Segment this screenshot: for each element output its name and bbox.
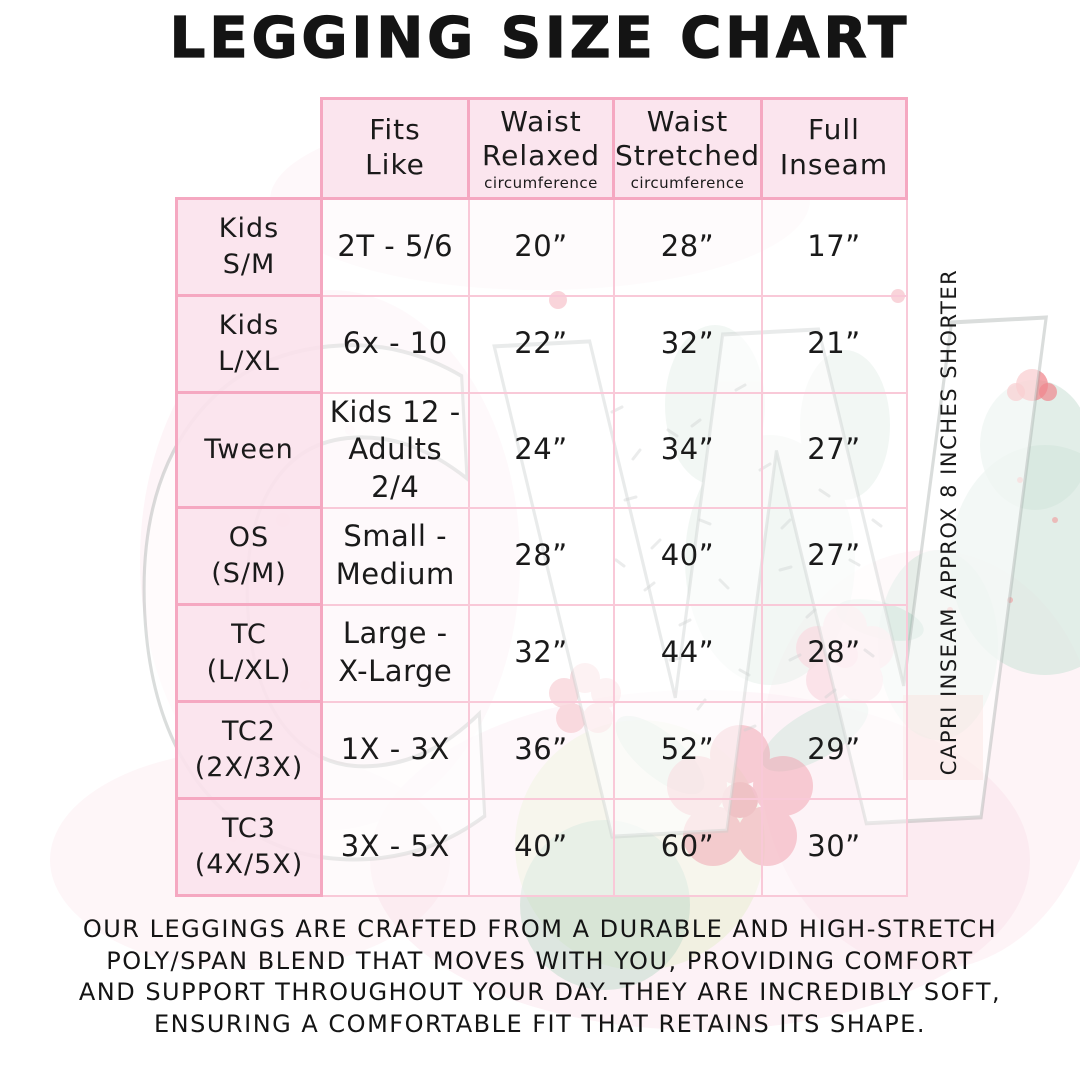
size-label: Kids S/M bbox=[175, 197, 323, 297]
size-label: OS (S/M) bbox=[175, 506, 323, 607]
size-label: Tween bbox=[175, 390, 323, 510]
header-row: Fits Like Waist Relaxed circumference Wa… bbox=[177, 97, 908, 200]
size-label: TC3 (4X/5X) bbox=[175, 797, 323, 898]
column-header-waist-stretched: Waist Stretched circumference bbox=[612, 97, 763, 200]
fits-like-cell: 6x - 10 bbox=[320, 294, 470, 394]
column-header-waist-relaxed: Waist Relaxed circumference bbox=[467, 97, 615, 200]
waist-relaxed-cell: 32” bbox=[467, 603, 615, 703]
fits-like-cell: Large - X-Large bbox=[320, 603, 470, 703]
table-row: TC2 (2X/3X) 1X - 3X 36” 52” 29” bbox=[175, 700, 908, 801]
full-inseam-cell: 21” bbox=[760, 294, 908, 394]
full-inseam-cell: 27” bbox=[760, 391, 908, 509]
fits-like-cell: Small - Medium bbox=[320, 506, 470, 606]
size-label: TC (L/XL) bbox=[175, 603, 323, 704]
watermark-cactus-right bbox=[878, 369, 1080, 780]
column-header-subtext: circumference bbox=[484, 174, 598, 193]
waist-stretched-cell: 44” bbox=[612, 603, 763, 703]
waist-stretched-cell: 40” bbox=[612, 506, 763, 606]
column-header-full-inseam: Full Inseam bbox=[760, 97, 908, 200]
size-chart-table: Fits Like Waist Relaxed circumference Wa… bbox=[175, 97, 908, 898]
fits-like-cell: 2T - 5/6 bbox=[320, 197, 470, 297]
column-header-label: Fits Like bbox=[365, 113, 425, 181]
size-label: TC2 (2X/3X) bbox=[175, 700, 323, 801]
fits-like-cell: 3X - 5X bbox=[320, 797, 470, 897]
capri-inseam-note: CAPRI INSEAM APPROX 8 INCHES SHORTER bbox=[937, 268, 961, 776]
column-header-subtext: circumference bbox=[630, 174, 745, 193]
waist-stretched-cell: 28” bbox=[612, 197, 763, 297]
table-row: TC (L/XL) Large - X-Large 32” 44” 28” bbox=[175, 603, 908, 704]
table-row: Kids L/XL 6x - 10 22” 32” 21” bbox=[175, 294, 908, 394]
column-header-fits-like: Fits Like bbox=[320, 97, 470, 200]
full-inseam-cell: 17” bbox=[760, 197, 908, 297]
table-row: Kids S/M 2T - 5/6 20” 28” 17” bbox=[175, 197, 908, 297]
waist-relaxed-cell: 20” bbox=[467, 197, 615, 297]
size-label: Kids L/XL bbox=[175, 294, 323, 394]
fits-like-cell: 1X - 3X bbox=[320, 700, 470, 800]
waist-relaxed-cell: 24” bbox=[467, 391, 615, 509]
waist-relaxed-cell: 36” bbox=[467, 700, 615, 800]
waist-relaxed-cell: 22” bbox=[467, 294, 615, 394]
waist-stretched-cell: 60” bbox=[612, 797, 763, 897]
table-row: Tween Kids 12 - Adults 2/4 24” 34” 27” bbox=[175, 390, 908, 510]
full-inseam-cell: 30” bbox=[760, 797, 908, 897]
column-header-label: Full Inseam bbox=[779, 113, 889, 181]
column-header-label: Waist Relaxed bbox=[481, 105, 601, 173]
full-inseam-cell: 29” bbox=[760, 700, 908, 800]
waist-relaxed-cell: 28” bbox=[467, 506, 615, 606]
table-row: TC3 (4X/5X) 3X - 5X 40” 60” 30” bbox=[175, 797, 908, 898]
fits-like-cell: Kids 12 - Adults 2/4 bbox=[320, 391, 470, 509]
table-row: OS (S/M) Small - Medium 28” 40” 27” bbox=[175, 506, 908, 607]
column-header-label: Waist Stretched bbox=[615, 105, 760, 173]
page-title: LEGGING SIZE CHART bbox=[169, 5, 911, 71]
waist-stretched-cell: 52” bbox=[612, 700, 763, 800]
waist-stretched-cell: 32” bbox=[612, 294, 763, 394]
full-inseam-cell: 28” bbox=[760, 603, 908, 703]
waist-relaxed-cell: 40” bbox=[467, 797, 615, 897]
waist-stretched-cell: 34” bbox=[612, 391, 763, 509]
full-inseam-cell: 27” bbox=[760, 506, 908, 606]
fabric-description: OUR LEGGINGS ARE CRAFTED FROM A DURABLE … bbox=[78, 915, 1002, 1039]
corner-cell bbox=[177, 99, 322, 199]
